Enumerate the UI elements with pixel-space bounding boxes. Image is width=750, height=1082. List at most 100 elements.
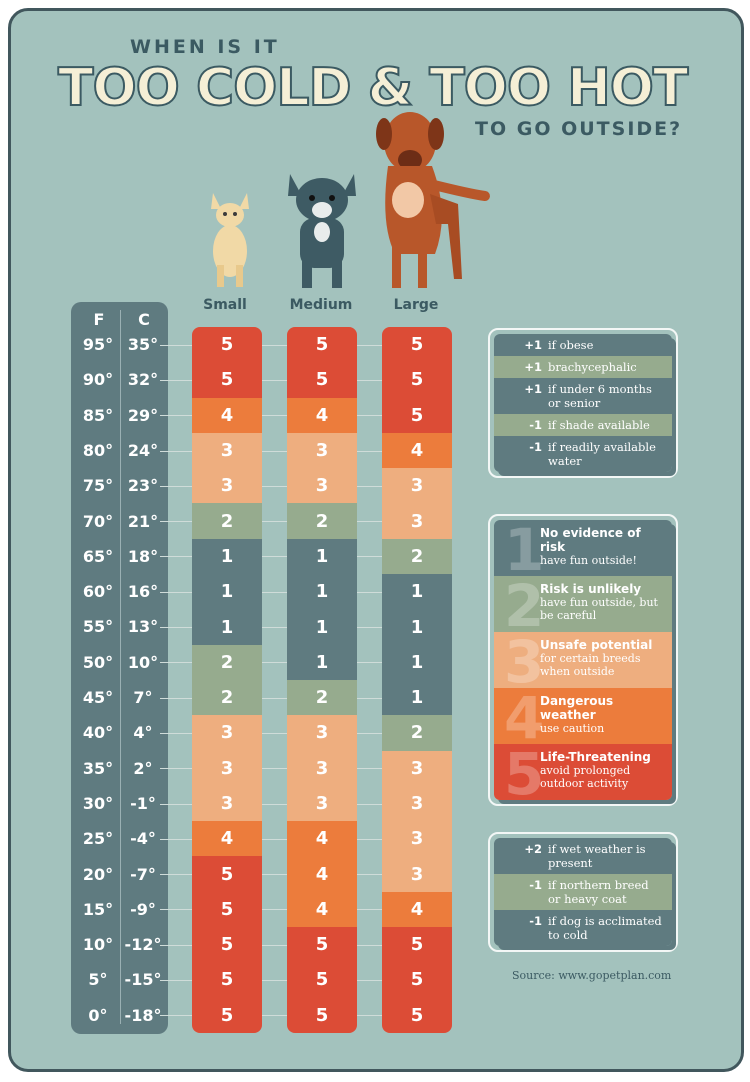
risk-cell-medium: 5: [287, 362, 357, 398]
risk-cell-small: 5: [192, 891, 262, 928]
cold-modifier: -1 if northern breed or heavy coat: [494, 874, 672, 910]
temperature-row: 85° 29°: [71, 398, 168, 433]
risk-cell-small: 1: [192, 574, 262, 610]
celsius-value: 18°: [127, 546, 159, 566]
modifier-text: if wet weather is present: [548, 842, 646, 870]
risk-cell-medium: 4: [287, 397, 357, 433]
risk-cell-small: 5: [192, 997, 262, 1033]
fahrenheit-value: 15°: [82, 899, 114, 919]
celsius-value: -15°: [124, 970, 162, 990]
temperature-row: 60° 16°: [71, 574, 168, 609]
risk-cell-small: 2: [192, 503, 262, 539]
legend-title: Dangerous weather: [540, 694, 614, 722]
risk-cell-medium: 3: [287, 785, 357, 822]
legend-number: 3: [504, 632, 545, 688]
modifier-value: +1: [524, 382, 542, 396]
modifier-value: +2: [524, 842, 542, 856]
risk-cell-small: 3: [192, 750, 262, 786]
legend-number: 5: [504, 744, 545, 800]
risk-cell-small: 2: [192, 679, 262, 716]
legend-row: 5 Life-Threatening avoid prolonged outdoor…: [494, 744, 672, 800]
risk-cell-large: 3: [382, 503, 452, 539]
legend-description: have fun outside, but be careful: [540, 596, 658, 622]
modifier-value: -1: [529, 914, 542, 928]
celsius-value: -12°: [124, 935, 162, 955]
risk-cell-large: 5: [382, 997, 452, 1033]
cold-modifiers-box: +2 if wet weather is present -1 if northern…: [488, 832, 678, 952]
risk-cell-large: 1: [382, 644, 452, 680]
risk-cell-medium: 2: [287, 503, 357, 539]
temperature-row: 5° -15°: [71, 962, 168, 997]
temperature-row: 65° 18°: [71, 539, 168, 574]
modifier-value: -1: [529, 418, 542, 432]
modifier-value: +1: [524, 360, 542, 374]
modifier-value: +1: [524, 338, 542, 352]
source-credit: Source: www.gopetplan.com: [512, 969, 672, 982]
risk-legend-box: 1 No evidence of risk have fun outside! 2 Ri…: [488, 514, 678, 806]
modifier-text: if dog is acclimated to cold: [548, 914, 662, 942]
celsius-value: -7°: [130, 864, 156, 884]
fahrenheit-value: 60°: [82, 582, 114, 602]
risk-cell-medium: 4: [287, 891, 357, 928]
risk-cell-small: 5: [192, 927, 262, 963]
risk-cell-medium: 3: [287, 432, 357, 469]
risk-cell-large: 1: [382, 679, 452, 716]
risk-cell-small: 3: [192, 785, 262, 822]
legend-description: have fun outside!: [540, 554, 637, 567]
risk-cell-large: 5: [382, 362, 452, 398]
celsius-value: 23°: [127, 476, 159, 496]
risk-cell-medium: 4: [287, 821, 357, 857]
legend-row: 3 Unsafe potential for certain breeds when…: [494, 632, 672, 688]
celsius-value: -9°: [130, 899, 156, 919]
celsius-value: 13°: [127, 617, 159, 637]
fahrenheit-value: 50°: [82, 652, 114, 672]
celsius-value: -4°: [130, 829, 156, 849]
risk-cell-large: 4: [382, 432, 452, 469]
celsius-value: 35°: [127, 335, 159, 354]
temperature-row: 30° -1°: [71, 786, 168, 821]
modifier-text: brachycephalic: [548, 360, 637, 374]
modifier-text: if readily available water: [548, 440, 656, 468]
temperature-row: 50° 10°: [71, 645, 168, 680]
title-line1: WHEN IS IT: [130, 36, 280, 58]
fahrenheit-value: 35°: [82, 758, 114, 778]
french-bulldog-icon: [288, 174, 356, 288]
modifier-text: if under 6 months or senior: [548, 382, 652, 410]
temperature-row: 70° 21°: [71, 504, 168, 539]
fahrenheit-value: 30°: [82, 793, 114, 813]
legend-title: Unsafe potential: [540, 638, 653, 652]
heat-modifier: +1 if under 6 months or senior: [494, 378, 672, 414]
modifier-value: -1: [529, 440, 542, 454]
fahrenheit-value: 25°: [82, 829, 114, 849]
temperature-row: 95° 35°: [71, 327, 168, 362]
temperature-row: 35° 2°: [71, 751, 168, 786]
title-main: TOO COLD & TOO HOT: [57, 57, 689, 119]
risk-cell-medium: 3: [287, 715, 357, 751]
temperature-row: 20° -7°: [71, 857, 168, 892]
fahrenheit-value: 90°: [82, 370, 114, 390]
title-line3: TO GO OUTSIDE?: [475, 118, 683, 140]
fahrenheit-value: 40°: [82, 723, 114, 743]
celsius-value: 10°: [127, 652, 159, 672]
celsius-value: 24°: [127, 440, 159, 460]
risk-cell-large: 1: [382, 574, 452, 610]
risk-cell-medium: 4: [287, 856, 357, 892]
risk-cell-small: 1: [192, 538, 262, 575]
risk-cell-large: 1: [382, 609, 452, 645]
risk-cell-small: 5: [192, 856, 262, 892]
risk-cell-large: 5: [382, 962, 452, 998]
risk-cell-small: 4: [192, 821, 262, 857]
risk-cell-small: 3: [192, 468, 262, 504]
risk-cell-large: 3: [382, 468, 452, 504]
legend-number: 2: [504, 576, 545, 632]
temperature-row: 55° 13°: [71, 609, 168, 644]
fahrenheit-value: 85°: [82, 405, 114, 425]
temperature-row: 45° 7°: [71, 680, 168, 715]
heat-modifier: -1 if readily available water: [494, 436, 672, 472]
celsius-header: C: [138, 310, 150, 329]
modifier-text: if northern breed or heavy coat: [548, 878, 649, 906]
risk-cell-large: 5: [382, 397, 452, 433]
risk-cell-large: 5: [382, 327, 452, 363]
celsius-value: -18°: [124, 1005, 162, 1025]
